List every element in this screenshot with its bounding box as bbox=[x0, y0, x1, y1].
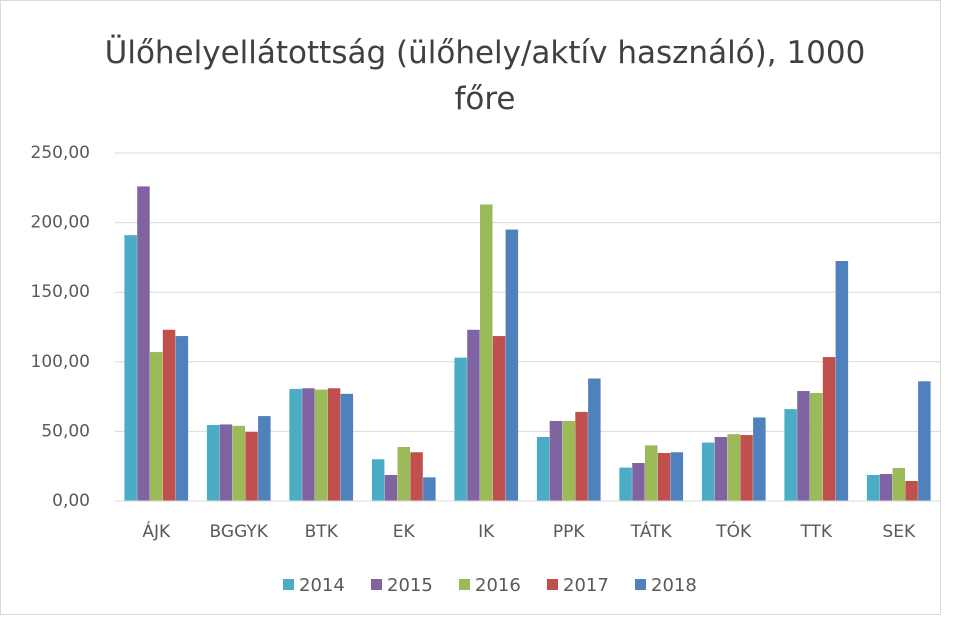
x-tick-label: PPK bbox=[553, 522, 586, 542]
bar bbox=[124, 235, 137, 502]
bar bbox=[162, 329, 176, 501]
legend-swatch bbox=[371, 579, 382, 590]
bar bbox=[258, 416, 271, 501]
bar bbox=[879, 473, 893, 501]
x-tick-label: SEK bbox=[882, 522, 916, 542]
bar bbox=[410, 452, 423, 501]
bar bbox=[480, 204, 493, 501]
y-tick-label: 50,00 bbox=[41, 421, 90, 441]
bar bbox=[866, 474, 880, 501]
bar bbox=[423, 477, 436, 501]
bar bbox=[302, 388, 315, 501]
x-tick-label: TTK bbox=[799, 522, 832, 542]
bar bbox=[219, 424, 233, 501]
x-tick-label: BTK bbox=[305, 522, 339, 542]
bar bbox=[150, 352, 163, 501]
bar bbox=[384, 474, 398, 501]
bar bbox=[657, 452, 671, 501]
bar bbox=[645, 445, 658, 501]
bar bbox=[315, 389, 328, 501]
x-tick-label: TÁTK bbox=[630, 520, 673, 542]
bar bbox=[340, 393, 354, 501]
legend-label: 2015 bbox=[387, 575, 433, 596]
bar bbox=[505, 229, 519, 501]
bar bbox=[371, 459, 385, 501]
x-tick-label: TÓK bbox=[715, 520, 752, 542]
legend-swatch bbox=[283, 579, 294, 590]
bar bbox=[397, 446, 410, 501]
y-tick-label: 0,00 bbox=[52, 491, 90, 511]
bar bbox=[232, 425, 245, 501]
bar bbox=[753, 417, 766, 501]
bar bbox=[632, 462, 645, 501]
x-tick-label: IK bbox=[478, 522, 495, 542]
bar bbox=[175, 336, 189, 501]
bar bbox=[549, 420, 563, 501]
bar bbox=[670, 452, 684, 501]
legend-label: 2017 bbox=[563, 575, 609, 596]
x-tick-label: ÁJK bbox=[142, 520, 171, 542]
bar bbox=[905, 480, 918, 501]
bar bbox=[492, 336, 506, 501]
bar bbox=[619, 467, 632, 501]
bar bbox=[835, 261, 849, 501]
legend-label: 2018 bbox=[651, 575, 697, 596]
chart-border bbox=[0, 0, 941, 615]
y-tick-label: 100,00 bbox=[31, 352, 90, 372]
bar bbox=[536, 436, 550, 501]
bar bbox=[245, 431, 258, 501]
bar bbox=[575, 411, 588, 501]
bar bbox=[784, 409, 797, 501]
bar bbox=[740, 435, 753, 501]
legend-swatch bbox=[635, 579, 646, 590]
bar bbox=[289, 388, 302, 501]
bar bbox=[562, 420, 575, 501]
bar bbox=[701, 442, 715, 501]
x-tick-label: EK bbox=[393, 522, 416, 542]
bar bbox=[727, 434, 740, 501]
bar bbox=[797, 391, 810, 501]
bar bbox=[714, 436, 728, 501]
bar bbox=[892, 468, 905, 501]
legend-swatch bbox=[547, 579, 558, 590]
bar bbox=[918, 381, 931, 501]
bar bbox=[137, 186, 150, 501]
legend-label: 2014 bbox=[299, 575, 345, 596]
bar bbox=[810, 392, 823, 501]
legend-label: 2016 bbox=[475, 575, 521, 596]
bar bbox=[327, 388, 341, 501]
bar bbox=[206, 424, 220, 501]
chart-title: Ülőhelyellátottság (ülőhely/aktív haszná… bbox=[104, 35, 866, 117]
bar bbox=[588, 378, 601, 501]
bar bbox=[467, 329, 480, 501]
y-tick-label: 200,00 bbox=[31, 213, 90, 233]
bar bbox=[822, 357, 836, 501]
y-tick-label: 150,00 bbox=[31, 282, 90, 302]
legend-swatch bbox=[459, 579, 470, 590]
y-tick-label: 250,00 bbox=[31, 143, 90, 163]
bar bbox=[454, 357, 467, 501]
x-tick-label: BGGYK bbox=[210, 522, 269, 542]
